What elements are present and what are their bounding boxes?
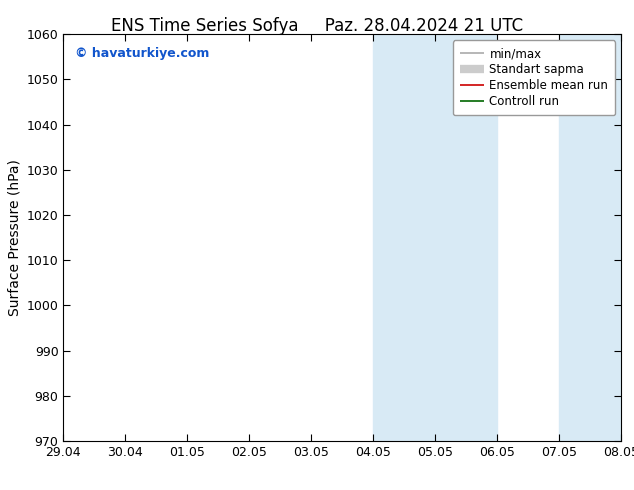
Text: © havaturkiye.com: © havaturkiye.com <box>75 47 209 59</box>
Bar <box>559 34 621 441</box>
Y-axis label: Surface Pressure (hPa): Surface Pressure (hPa) <box>7 159 21 316</box>
Bar <box>373 34 497 441</box>
Text: ENS Time Series Sofya     Paz. 28.04.2024 21 UTC: ENS Time Series Sofya Paz. 28.04.2024 21… <box>111 17 523 35</box>
Legend: min/max, Standart sapma, Ensemble mean run, Controll run: min/max, Standart sapma, Ensemble mean r… <box>453 40 616 115</box>
